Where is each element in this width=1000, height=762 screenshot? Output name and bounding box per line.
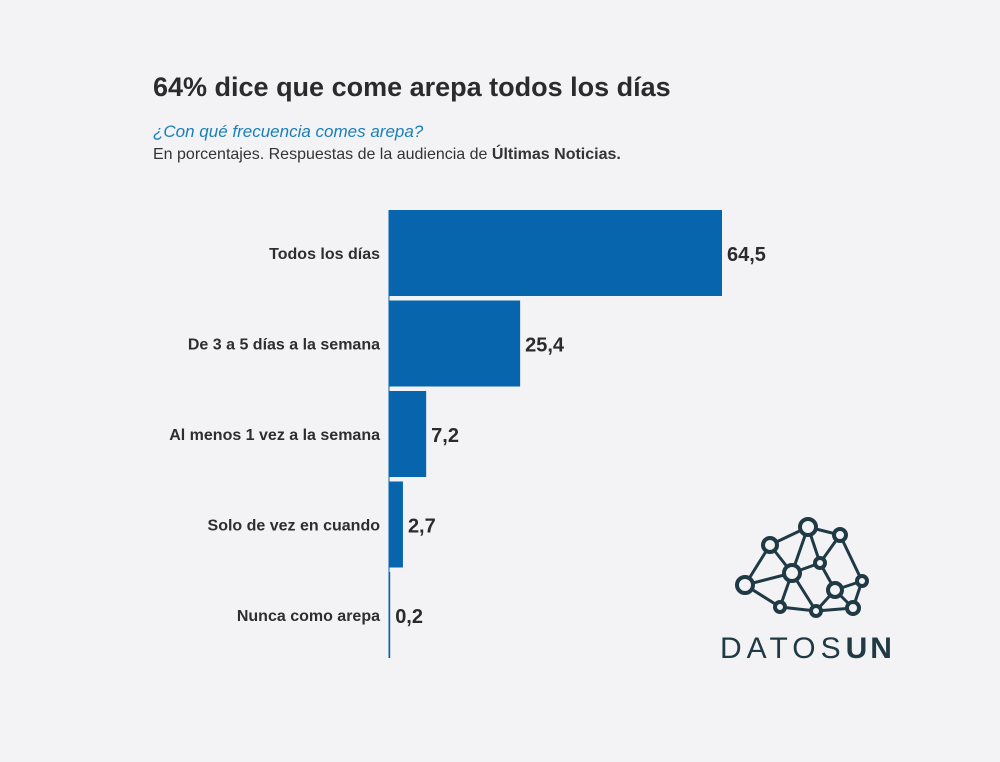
logo-wordmark: DATOSUN	[720, 632, 895, 666]
bar-1	[389, 300, 521, 387]
bar-4	[389, 572, 391, 658]
chart-note: En porcentajes. Respuestas de la audienc…	[153, 146, 621, 164]
value-label-2: 7,2	[431, 425, 459, 447]
bar-3	[389, 481, 403, 568]
network-icon	[735, 517, 869, 618]
chart-title: 64% dice que come arepa todos los días	[153, 72, 671, 102]
category-label-1: De 3 a 5 días a la semana	[188, 337, 380, 354]
value-label-4: 0,2	[395, 606, 423, 628]
value-label-1: 25,4	[525, 335, 565, 357]
category-label-4: Nunca como arepa	[237, 608, 380, 625]
value-label-0: 64,5	[727, 244, 766, 266]
value-label-3: 2,7	[408, 516, 436, 538]
category-label-3: Solo de vez en cuando	[208, 518, 381, 535]
bar-2	[389, 391, 427, 477]
category-label-2: Al menos 1 vez a la semana	[169, 427, 380, 444]
bar-0	[389, 210, 722, 296]
chart-subtitle: ¿Con qué frecuencia comes arepa?	[153, 122, 424, 141]
category-label-0: Todos los días	[269, 246, 380, 263]
note-prefix: En porcentajes. Respuestas de la audienc…	[153, 146, 492, 163]
note-source: Últimas Noticias.	[491, 146, 621, 163]
logo-word-light: DATOS	[720, 632, 846, 665]
logo-word-bold: UN	[845, 632, 895, 665]
